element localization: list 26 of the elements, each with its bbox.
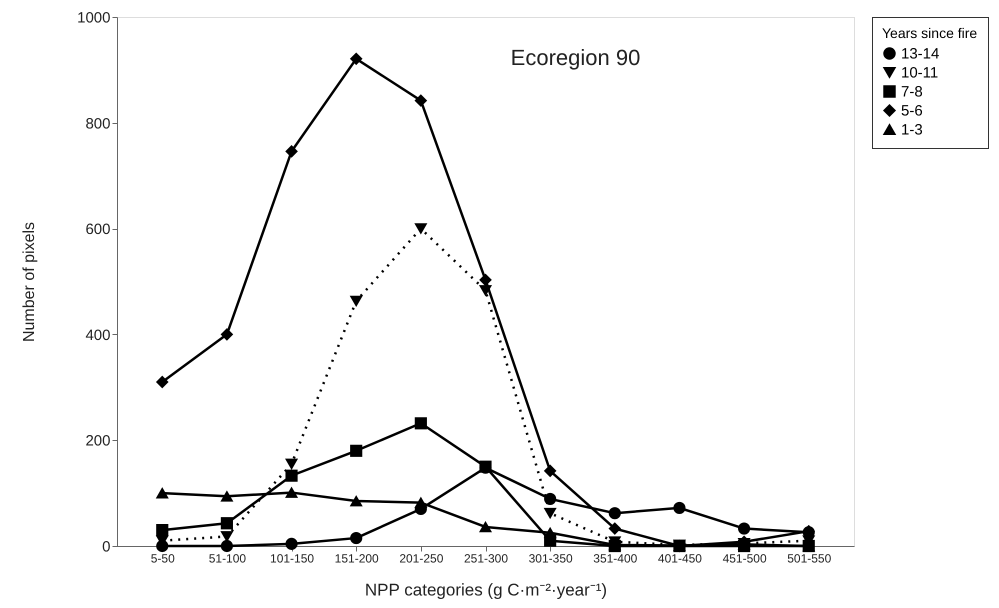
x-tick-label: 51-100 <box>208 552 246 566</box>
x-tick-label: 501-550 <box>787 552 832 566</box>
legend-label: 5-6 <box>901 102 923 120</box>
y-tick-label: 200 <box>85 432 110 450</box>
x-tick-label: 201-250 <box>399 552 444 566</box>
x-axis-title: NPP categories (g C·m⁻²·year⁻¹) <box>364 580 608 600</box>
legend-label: 1-3 <box>901 122 923 138</box>
x-tick-label: 5-50 <box>150 552 176 566</box>
y-axis-title: Number of pixels <box>21 222 38 342</box>
legend-label: 7-8 <box>901 84 923 100</box>
legend-label: 13-14 <box>901 46 940 62</box>
y-tick-label: 0 <box>102 538 110 556</box>
legend-title: Years since fire <box>882 25 978 41</box>
legend-label: 10-11 <box>901 64 938 82</box>
x-tick-label: 151-200 <box>334 552 380 566</box>
x-tick-label: 101-150 <box>270 552 314 566</box>
y-tick-label: 400 <box>85 326 110 344</box>
text: Ecoregion 90 <box>510 45 640 70</box>
x-tick-label: 351-400 <box>593 552 638 566</box>
x-tick-label: 251-300 <box>464 552 508 566</box>
x-tick-label: 301-350 <box>528 552 573 566</box>
x-tick-label: 401-450 <box>658 552 702 566</box>
y-tick-label: 800 <box>85 115 110 132</box>
x-tick-label: 451-500 <box>722 552 767 566</box>
y-tick-label: 600 <box>85 221 110 238</box>
y-tick-label: 1000 <box>77 10 110 26</box>
